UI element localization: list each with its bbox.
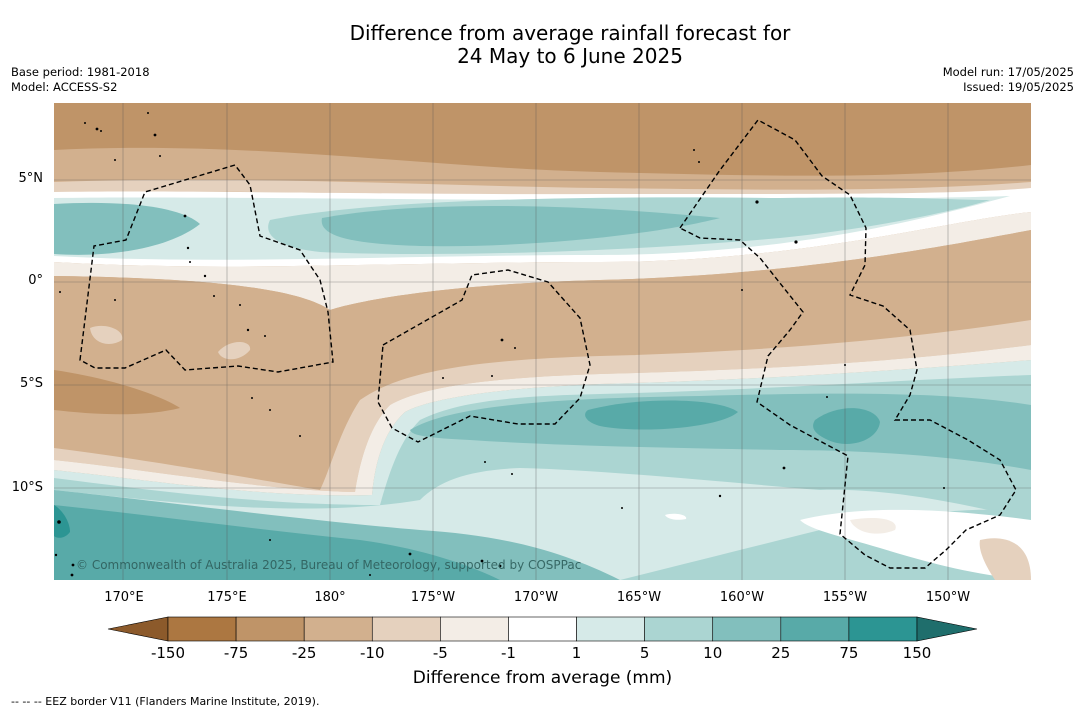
colorbar-high-arrow (916, 616, 978, 642)
model-run: Model run: 17/05/2025 (942, 65, 1074, 79)
colorbar-tick-label: 75 (839, 644, 859, 662)
colorbar-title: Difference from average (mm) (412, 668, 673, 688)
colorbar-low-arrow (107, 616, 169, 642)
lon-label-160w: 160°W (719, 590, 765, 605)
lon-label-165w: 165°W (616, 590, 662, 605)
colorbar-segments (167, 616, 918, 642)
map-fill (54, 103, 1031, 580)
lon-label-180: 180° (314, 590, 346, 605)
colorbar (107, 616, 978, 642)
eez-legend-note: -- -- -- EEZ border V11 (Flanders Marine… (11, 695, 320, 708)
lon-label-170e: 170°E (104, 590, 144, 605)
colorbar-segment (371, 616, 441, 642)
colorbar-tick-label: -25 (291, 644, 317, 662)
colorbar-segment (644, 616, 714, 642)
colorbar-segment (780, 616, 850, 642)
lon-label-175e: 175°E (207, 590, 247, 605)
title-line-1: Difference from average rainfall forecas… (349, 21, 791, 45)
meta-right: Model run: 17/05/2025 Issued: 19/05/2025 (943, 65, 1074, 95)
colorbar-tick-label: -10 (360, 644, 385, 662)
colorbar-segment (712, 616, 782, 642)
colorbar-tick-label: 25 (771, 644, 791, 662)
colorbar-segment (508, 616, 577, 642)
issued-date: Issued: 19/05/2025 (963, 80, 1074, 94)
lat-label-10s: 10°S (11, 480, 43, 495)
colorbar-tick-label: -150 (150, 644, 186, 662)
meta-left: Base period: 1981-2018 Model: ACCESS-S2 (11, 65, 150, 95)
colorbar-segment (440, 616, 509, 642)
base-period: Base period: 1981-2018 (11, 65, 150, 79)
lat-label-0: 0° (28, 273, 43, 288)
islands (54, 112, 945, 577)
copyright-notice: © Commonwealth of Australia 2025, Bureau… (76, 558, 582, 572)
model-name: Model: ACCESS-S2 (11, 80, 118, 94)
lon-label-170w: 170°W (513, 590, 559, 605)
eez-borders (79, 119, 1017, 569)
chart-title: Difference from average rainfall forecas… (0, 22, 1085, 68)
colorbar-segment (848, 616, 918, 642)
colorbar-tick-label: 150 (902, 644, 932, 662)
lon-label-155w: 155°W (822, 590, 868, 605)
title-line-2: 24 May to 6 June 2025 (457, 44, 683, 68)
lon-label-175w: 175°W (410, 590, 456, 605)
colorbar-segment (303, 616, 373, 642)
lat-label-5s: 5°S (19, 376, 43, 391)
lon-label-150w: 150°W (925, 590, 971, 605)
colorbar-tick-label: -1 (500, 644, 516, 662)
colorbar-tick-label: 5 (639, 644, 650, 662)
colorbar-tick-label: -5 (432, 644, 448, 662)
gridlines (54, 103, 1031, 580)
colorbar-tick-label: 10 (703, 644, 723, 662)
colorbar-tick-label: 1 (571, 644, 582, 662)
colorbar-segment (576, 616, 645, 642)
colorbar-segment (235, 616, 305, 642)
colorbar-segment (167, 616, 237, 642)
lat-label-5n: 5°N (18, 171, 44, 186)
colorbar-tick-label: -75 (223, 644, 249, 662)
